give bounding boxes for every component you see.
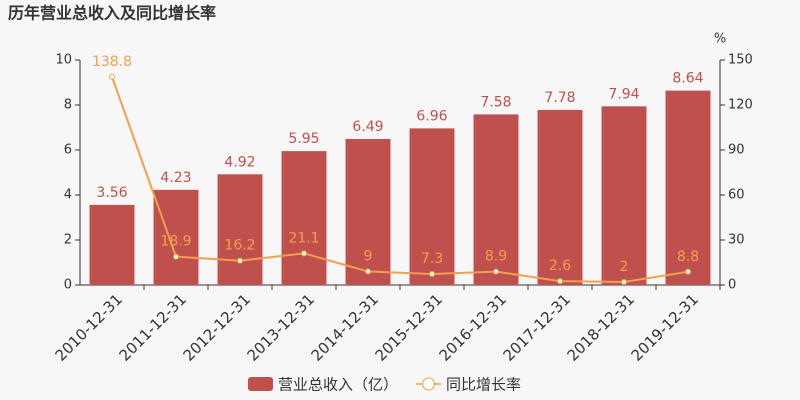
- chart-title: 历年营业总收入及同比增长率: [8, 4, 216, 23]
- line-value-label: 8.9: [485, 249, 507, 265]
- bar: [665, 90, 711, 285]
- x-tick-label: 2016-12-31: [436, 290, 510, 364]
- y-tick-label: 2: [64, 233, 72, 248]
- y2-axis-label: %: [714, 32, 726, 47]
- x-tick-label: 2018-12-31: [564, 290, 638, 364]
- x-tick-label: 2015-12-31: [372, 290, 446, 364]
- y2-tick-label: 30: [728, 233, 745, 248]
- line-value-label: 18.9: [160, 234, 191, 250]
- bar-value-label: 5.95: [288, 131, 319, 147]
- x-tick-label: 2019-12-31: [628, 290, 702, 364]
- line-point: [365, 268, 371, 275]
- y2-tick-label: 120: [728, 98, 753, 113]
- line-value-label: 16.2: [224, 238, 255, 254]
- bar-value-label: 3.56: [96, 185, 127, 201]
- y2-tick-label: 90: [728, 143, 745, 158]
- bar: [281, 151, 327, 285]
- line-point: [621, 279, 627, 285]
- y2-tick-label: 0: [728, 278, 736, 293]
- x-tick-label: 2017-12-31: [500, 290, 574, 364]
- legend-label: 营业总收入（亿）: [278, 376, 398, 394]
- y-tick-label: 8: [64, 98, 72, 113]
- legend-swatch: [248, 377, 273, 391]
- y-tick-label: 6: [64, 143, 72, 158]
- bar-value-label: 7.78: [544, 90, 575, 106]
- bar: [345, 138, 391, 285]
- y-tick-label: 0: [64, 278, 72, 293]
- y-tick-label: 4: [64, 188, 72, 203]
- legend-marker: [422, 377, 436, 391]
- line-point: [301, 250, 307, 257]
- line-value-label: 7.3: [421, 251, 443, 267]
- x-tick-label: 2010-12-31: [52, 290, 126, 364]
- line-value-label: 2: [620, 259, 629, 275]
- x-tick-label: 2013-12-31: [244, 290, 318, 364]
- line-value-label: 21.1: [288, 230, 319, 246]
- bar-value-label: 4.92: [224, 154, 255, 170]
- bar: [89, 204, 135, 285]
- line-point: [685, 268, 691, 275]
- legend: 营业总收入（亿） 同比增长率: [248, 376, 521, 394]
- line-point: [557, 278, 563, 285]
- bar-value-label: 7.94: [608, 86, 639, 102]
- bar: [153, 189, 199, 285]
- bar-value-label: 6.96: [416, 108, 447, 124]
- bar: [601, 106, 647, 285]
- line-point: [493, 268, 499, 275]
- line-point: [109, 73, 115, 80]
- bar: [409, 128, 455, 285]
- line-point: [237, 257, 243, 264]
- x-tick-label: 2012-12-31: [180, 290, 254, 364]
- line-value-label: 2.6: [549, 258, 571, 274]
- y2-tick-label: 150: [728, 53, 753, 68]
- bar: [473, 114, 519, 285]
- line-point: [429, 271, 435, 278]
- bar-value-label: 4.23: [160, 170, 191, 186]
- x-tick-label: 2011-12-31: [116, 290, 190, 364]
- bar-value-label: 7.58: [480, 94, 511, 110]
- bar: [537, 109, 583, 285]
- x-tick-label: 2014-12-31: [308, 290, 382, 364]
- line-point: [173, 253, 179, 260]
- line: [111, 76, 689, 284]
- line-value-label: 138.8: [92, 54, 132, 70]
- bar: [217, 174, 263, 285]
- legend-label: 同比增长率: [446, 376, 521, 394]
- line-value-label: 8.8: [677, 249, 699, 265]
- y2-tick-label: 60: [728, 188, 745, 203]
- y-tick-label: 10: [55, 53, 72, 68]
- bar-value-label: 8.64: [672, 71, 703, 87]
- bar-value-label: 6.49: [352, 119, 383, 135]
- line-value-label: 9: [364, 249, 373, 265]
